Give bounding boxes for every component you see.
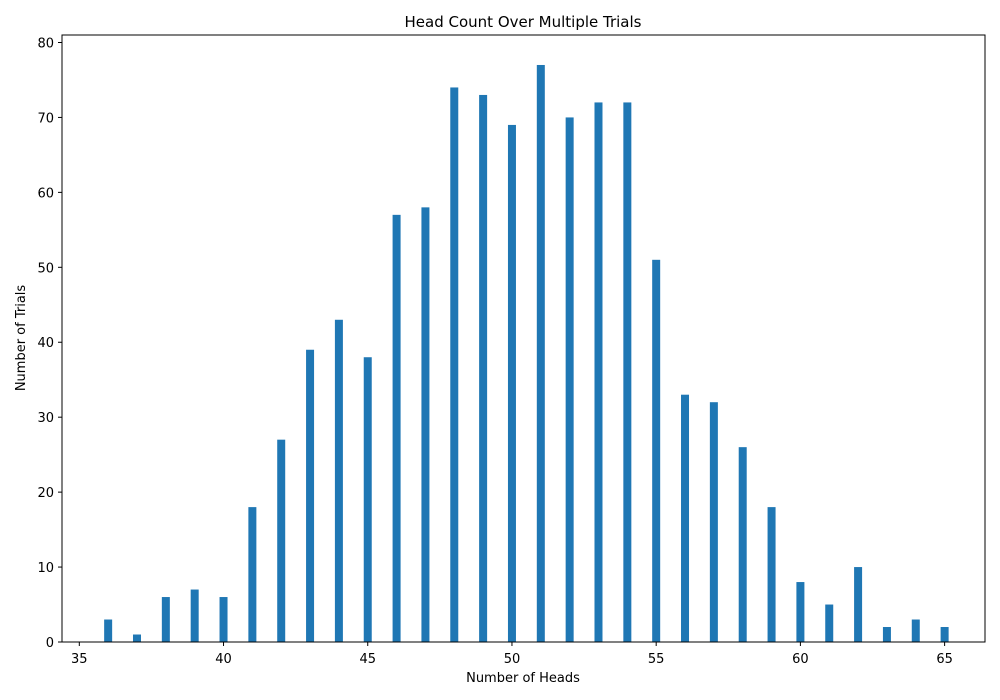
y-axis: 0 10 20 30 40 50 60 70 80	[37, 36, 62, 651]
x-tick-label: 50	[504, 652, 521, 667]
x-tick-label: 65	[936, 652, 953, 667]
bar-49	[479, 94, 488, 642]
y-axis-title: Number of Trials	[14, 285, 29, 392]
bar-56	[681, 394, 690, 642]
bar-45	[363, 357, 372, 642]
plot-area-frame	[61, 34, 986, 643]
bar-37	[132, 634, 141, 642]
x-axis-title: Number of Heads	[466, 671, 580, 686]
y-tick-label: 60	[37, 186, 54, 201]
bar-48	[450, 87, 459, 642]
y-tick-label: 80	[37, 36, 54, 51]
bar-44	[334, 319, 343, 642]
x-tick-label: 60	[792, 652, 809, 667]
x-tick-label: 45	[359, 652, 376, 667]
y-tick-label: 30	[37, 411, 54, 426]
bar-51	[536, 64, 545, 643]
bar-53	[594, 102, 603, 642]
bar-46	[392, 214, 401, 642]
x-tick-label: 35	[71, 652, 88, 667]
chart-title: Head Count Over Multiple Trials	[405, 13, 642, 31]
bar-52	[565, 117, 574, 643]
bar-64	[911, 619, 920, 642]
bar-55	[652, 259, 661, 642]
bar-65	[940, 627, 949, 642]
bar-57	[709, 402, 718, 642]
y-tick-label: 40	[37, 336, 54, 351]
bar-41	[248, 507, 257, 642]
x-tick-label: 40	[215, 652, 232, 667]
bar-61	[825, 604, 834, 642]
y-tick-label: 70	[37, 111, 54, 126]
y-tick-label: 10	[37, 561, 54, 576]
bar-60	[796, 582, 805, 642]
bar-58	[738, 447, 747, 642]
bar-43	[306, 349, 315, 642]
bar-42	[277, 439, 286, 642]
y-tick-label: 20	[37, 486, 54, 501]
bar-36	[104, 619, 113, 642]
bar-47	[421, 207, 430, 643]
y-tick-label: 0	[46, 636, 54, 651]
bar-54	[623, 102, 632, 642]
x-axis: 35 40 45 50 55 60 65	[71, 642, 953, 667]
bar-62	[854, 567, 863, 642]
bar-59	[767, 507, 776, 642]
bar-63	[882, 627, 891, 642]
y-tick-label: 50	[37, 261, 54, 276]
bar-38	[161, 597, 170, 642]
x-tick-label: 55	[648, 652, 665, 667]
bars	[104, 64, 949, 643]
bar-39	[190, 589, 199, 642]
bar-40	[219, 597, 228, 642]
bar-50	[507, 124, 516, 643]
